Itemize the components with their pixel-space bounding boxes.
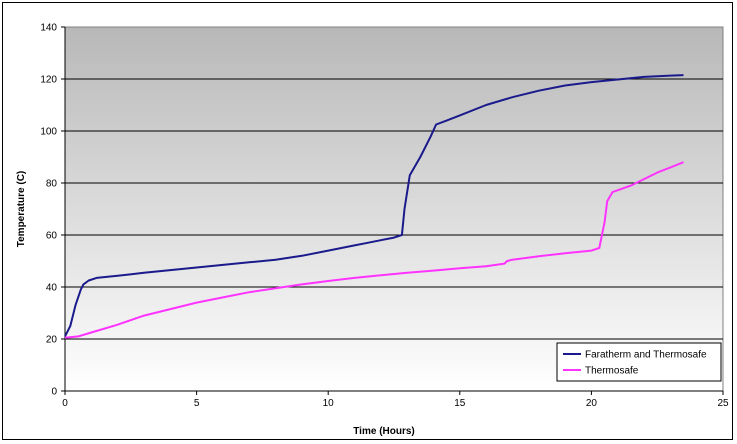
- series-line-1: [64, 74, 684, 337]
- y-tick-label-80: 80: [46, 179, 58, 190]
- x-tick-label-10: 10: [323, 398, 335, 409]
- y-axis-title: Temperature (C): [16, 171, 27, 248]
- legend-box: [556, 342, 722, 382]
- x-tick-label-15: 15: [454, 398, 466, 409]
- y-tick-label-140: 140: [40, 23, 57, 34]
- x-tick-label-5: 5: [194, 398, 200, 409]
- x-axis-title: Time (Hours): [353, 426, 415, 437]
- y-tick-label-120: 120: [40, 75, 57, 86]
- series-line-2: [64, 161, 684, 339]
- y-tick-labels: 0 20 40 60 80 100 120 140: [40, 23, 57, 398]
- legend: Faratherm and Thermosafe Thermosafe: [556, 342, 722, 382]
- x-tick-label-25: 25: [717, 398, 729, 409]
- legend-label-1: Faratherm and Thermosafe: [585, 350, 707, 361]
- x-tick-label-0: 0: [62, 398, 68, 409]
- y-tick-label-100: 100: [40, 127, 57, 138]
- y-tick-label-60: 60: [46, 231, 58, 242]
- plot-area: [64, 26, 724, 392]
- y-tick-label-20: 20: [46, 335, 58, 346]
- legend-label-2: Thermosafe: [585, 366, 639, 377]
- x-tick-label-20: 20: [586, 398, 598, 409]
- y-tick-label-0: 0: [51, 387, 57, 398]
- axes: [61, 26, 724, 395]
- series-lines: [64, 74, 684, 339]
- x-tick-labels: 0 5 10 15 20 25: [62, 398, 729, 409]
- y-tick-label-40: 40: [46, 283, 58, 294]
